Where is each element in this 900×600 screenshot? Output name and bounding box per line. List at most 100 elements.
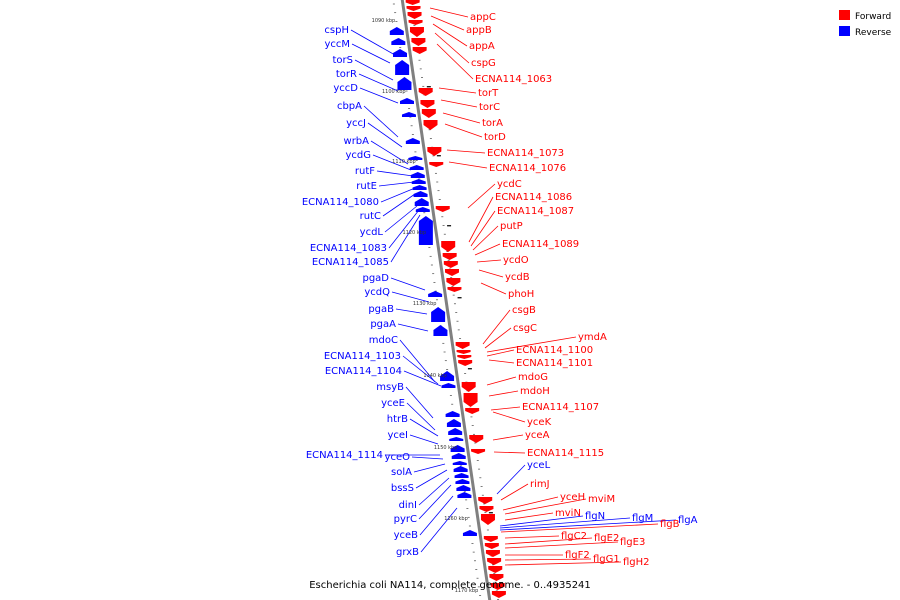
- reverse-gene-feature: [457, 492, 472, 498]
- legend: Forward Reverse: [839, 10, 892, 38]
- kbp-label: 1150 kbp: [434, 445, 458, 451]
- reverse-gene-feature: [455, 479, 470, 484]
- reverse-gene-label: ycdG: [345, 150, 371, 161]
- forward-leader-line: [429, 7, 469, 18]
- kbp-label: 1130 kbp: [413, 301, 437, 307]
- reverse-gene-labels: cspH yccM torS torR yccD cbpA yccJ wrbA ycdG rutF…: [302, 25, 698, 558]
- reverse-gene-label: htrB: [387, 414, 408, 425]
- forward-gene-feature: [420, 100, 435, 108]
- reverse-gene-label: pgaB: [368, 304, 394, 315]
- reverse-gene-feature: [446, 419, 461, 427]
- reverse-leader-line: [418, 477, 450, 506]
- forward-leader-line: [504, 558, 592, 561]
- genome-backbone: [400, 0, 492, 600]
- forward-gene-feature: [405, 0, 420, 5]
- forward-gene-label: putP: [500, 221, 523, 232]
- kbp-label: 1170 kbp: [455, 588, 479, 594]
- major-tick: [436, 155, 441, 157]
- reverse-leader-line: [384, 205, 418, 233]
- reverse-gene-feature: [440, 371, 455, 381]
- forward-gene-label: ECNA114_1087: [497, 206, 574, 217]
- forward-gene-label: flgE3: [620, 537, 645, 548]
- reverse-leader-line: [358, 73, 399, 92]
- forward-leader-line: [486, 376, 517, 386]
- forward-gene-label: ECNA114_1063: [475, 74, 552, 85]
- forward-gene-label: appB: [466, 25, 492, 36]
- reverse-gene-feature: [441, 383, 456, 388]
- forward-gene-feature: [429, 162, 444, 167]
- reverse-leader-line: [409, 418, 439, 437]
- forward-leader-line: [504, 512, 554, 521]
- forward-leader-line: [492, 411, 526, 423]
- forward-gene-feature: [471, 449, 486, 454]
- forward-gene-label: ymdA: [578, 332, 607, 343]
- forward-gene-feature: [421, 109, 436, 118]
- reverse-leader-line: [390, 214, 421, 263]
- forward-gene-feature: [447, 287, 462, 292]
- reverse-gene-feature: [410, 172, 425, 178]
- reverse-gene-feature: [412, 185, 427, 190]
- reverse-leader-line: [351, 43, 391, 64]
- reverse-gene-feature: [453, 466, 468, 472]
- forward-gene-labels: appC appB appA cspG ECNA114_1063 torT torC torA…: [466, 12, 680, 568]
- forward-leader-line: [470, 210, 496, 247]
- forward-gene-feature: [455, 342, 470, 349]
- forward-leader-line: [474, 243, 501, 256]
- forward-gene-feature: [489, 574, 504, 581]
- reverse-leader-line: [419, 495, 454, 536]
- reverse-leader-line: [390, 277, 426, 291]
- gene-features: [389, 0, 506, 598]
- reverse-gene-feature: [431, 307, 446, 322]
- forward-gene-label: csgC: [513, 323, 537, 334]
- reverse-gene-label: ycdQ: [364, 287, 390, 298]
- major-tick: [488, 512, 493, 514]
- forward-gene-feature: [488, 566, 503, 573]
- forward-gene-label: appA: [469, 41, 495, 52]
- forward-gene-feature: [490, 583, 505, 590]
- reverse-leader-line: [391, 291, 430, 303]
- forward-gene-feature: [465, 408, 480, 414]
- reverse-leader-line: [499, 515, 584, 527]
- forward-leader-line: [500, 523, 659, 533]
- forward-gene-label: yceH: [560, 492, 585, 503]
- forward-gene-label: torD: [484, 132, 506, 143]
- forward-leader-line: [486, 349, 515, 357]
- forward-gene-feature: [463, 393, 478, 407]
- major-tick: [447, 225, 452, 227]
- forward-gene-label: flgB: [660, 519, 680, 530]
- reverse-leader-line: [399, 339, 436, 383]
- forward-leader-line: [504, 535, 560, 539]
- reverse-leader-line: [397, 323, 429, 332]
- reverse-gene-feature: [415, 207, 430, 212]
- forward-gene-label: ECNA114_1086: [495, 192, 572, 203]
- reverse-gene-label: rutF: [355, 166, 375, 177]
- forward-leader-line: [504, 537, 593, 545]
- reverse-leader-line: [499, 519, 677, 531]
- forward-leader-line: [484, 327, 512, 349]
- reverse-gene-feature: [401, 112, 416, 117]
- forward-leader-line: [500, 483, 529, 501]
- reverse-gene-label: ECNA114_1083: [310, 243, 387, 254]
- forward-leader-line: [472, 225, 499, 251]
- reverse-gene-feature: [395, 60, 410, 75]
- reverse-gene-label: rutC: [360, 211, 381, 222]
- reverse-leader-line: [405, 386, 434, 419]
- forward-leader-line: [468, 196, 494, 243]
- reverse-gene-feature: [448, 428, 463, 435]
- forward-gene-feature: [411, 38, 426, 46]
- reverse-gene-feature: [450, 445, 465, 452]
- reverse-gene-feature: [397, 77, 412, 90]
- forward-leader-line: [444, 123, 483, 138]
- reverse-gene-label: bssS: [391, 483, 414, 494]
- reverse-leader-line: [411, 456, 444, 460]
- forward-gene-feature: [427, 147, 442, 156]
- kbp-label: 1120 kbp: [403, 230, 427, 236]
- kbp-scale-labels: 1090 kbp 1100 kbp 1110 kbp 1120 kbp 1130 kbp…: [372, 18, 479, 594]
- reverse-gene-label: mdoC: [369, 335, 398, 346]
- forward-gene-feature: [458, 360, 473, 366]
- kbp-label: 1140 kbp: [423, 373, 447, 379]
- forward-leader-line: [432, 23, 468, 47]
- forward-gene-label: ECNA114_1073: [487, 148, 564, 159]
- reverse-gene-label: yccJ: [346, 118, 366, 129]
- reverse-leader-line: [403, 370, 442, 387]
